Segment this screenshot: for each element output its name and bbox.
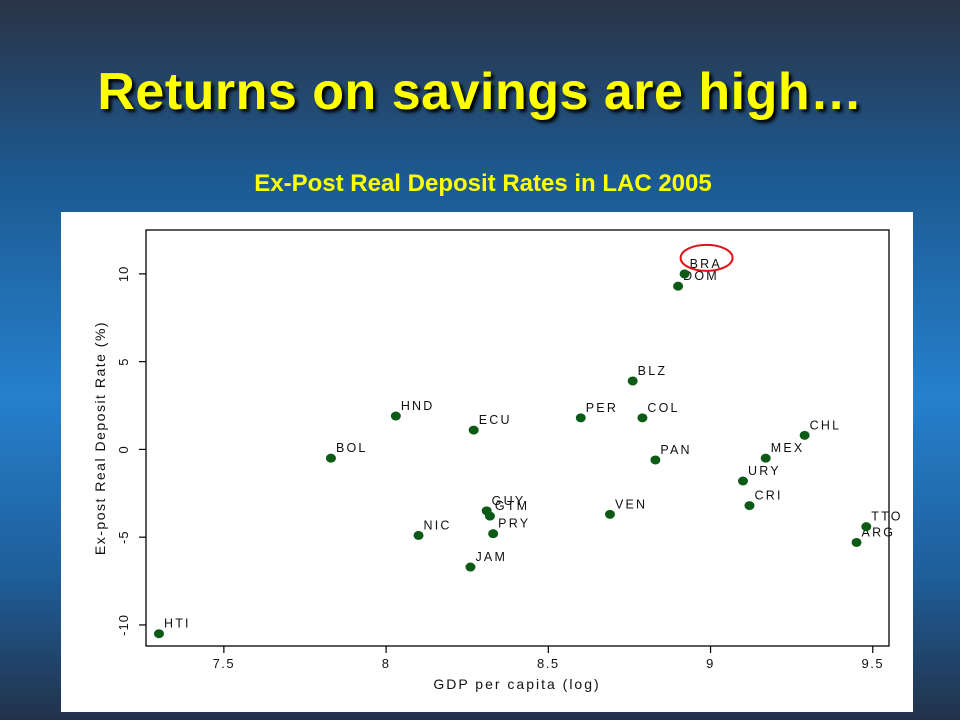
data-point-mex [760, 453, 771, 463]
y-tick-label: 10 [116, 266, 131, 282]
point-label-pry: PRY [498, 517, 530, 531]
data-point-tto [861, 522, 872, 532]
scatter-chart: -10 -5 0 5 10 7.5 8 8.5 9 9.5 Ex-post Real Depos… [92, 229, 902, 692]
point-label-mex: MEX [771, 441, 805, 455]
data-point-bol [325, 453, 336, 463]
plot-frame [145, 229, 890, 647]
x-axis-label: GDP per capita (log) [433, 676, 600, 692]
point-label-chl: CHL [810, 418, 842, 432]
y-tick-label: 0 [116, 445, 131, 453]
data-point-gtm [484, 511, 495, 521]
point-label-col: COL [647, 401, 679, 415]
point-label-gtm: GTM [495, 499, 529, 513]
data-point-chl [799, 430, 810, 440]
point-label-guy: GUY [492, 494, 526, 508]
chart-subtitle: Ex-Post Real Deposit Rates in LAC 2005 [254, 170, 712, 197]
point-label-ven: VEN [615, 497, 647, 511]
data-point-cri [744, 501, 755, 511]
point-label-tto: TTO [871, 510, 902, 524]
y-axis-label: Ex-post Real Deposit Rate (%) [92, 321, 108, 555]
data-point-pry [488, 529, 499, 539]
data-point-blz [627, 376, 638, 386]
y-tick-label: -10 [116, 614, 131, 636]
point-label-jam: JAM [475, 550, 507, 564]
y-tick-label: -5 [116, 530, 131, 544]
x-tick-label: 9 [706, 656, 715, 671]
point-label-dom: DOM [683, 269, 719, 283]
point-label-bra: BRA [690, 257, 722, 271]
data-point-per [575, 413, 586, 423]
point-label-ecu: ECU [479, 413, 512, 427]
data-point-col [637, 413, 648, 423]
data-point-pan [650, 455, 661, 465]
point-label-per: PER [586, 401, 618, 415]
point-label-hti: HTI [164, 617, 191, 631]
point-label-blz: BLZ [638, 364, 668, 378]
point-label-hnd: HND [401, 399, 435, 413]
point-label-nic: NIC [424, 518, 452, 532]
data-point-bra [679, 269, 690, 279]
data-point-arg [851, 537, 862, 547]
slide-title: Returns on savings are high… [97, 63, 863, 121]
x-tick-label: 8 [382, 656, 391, 671]
data-point-hti [153, 629, 164, 639]
data-point-ecu [468, 425, 479, 435]
data-point-ven [604, 509, 615, 519]
point-label-ury: URY [748, 464, 781, 478]
highlight-circle [679, 243, 734, 272]
point-label-pan: PAN [660, 443, 691, 457]
data-point-dom [673, 281, 684, 291]
x-tick-label: 9.5 [861, 656, 884, 671]
x-tick-label: 8.5 [537, 656, 560, 671]
x-tick-label: 7.5 [213, 656, 236, 671]
point-label-cri: CRI [754, 489, 782, 503]
chart-panel: -10 -5 0 5 10 7.5 8 8.5 9 9.5 Ex-post Real Depos… [61, 212, 913, 712]
point-label-bol: BOL [336, 441, 368, 455]
data-point-nic [413, 530, 424, 540]
data-point-hnd [390, 411, 401, 421]
data-point-ury [737, 476, 748, 486]
y-tick-label: 5 [116, 358, 131, 366]
data-point-jam [465, 562, 476, 572]
